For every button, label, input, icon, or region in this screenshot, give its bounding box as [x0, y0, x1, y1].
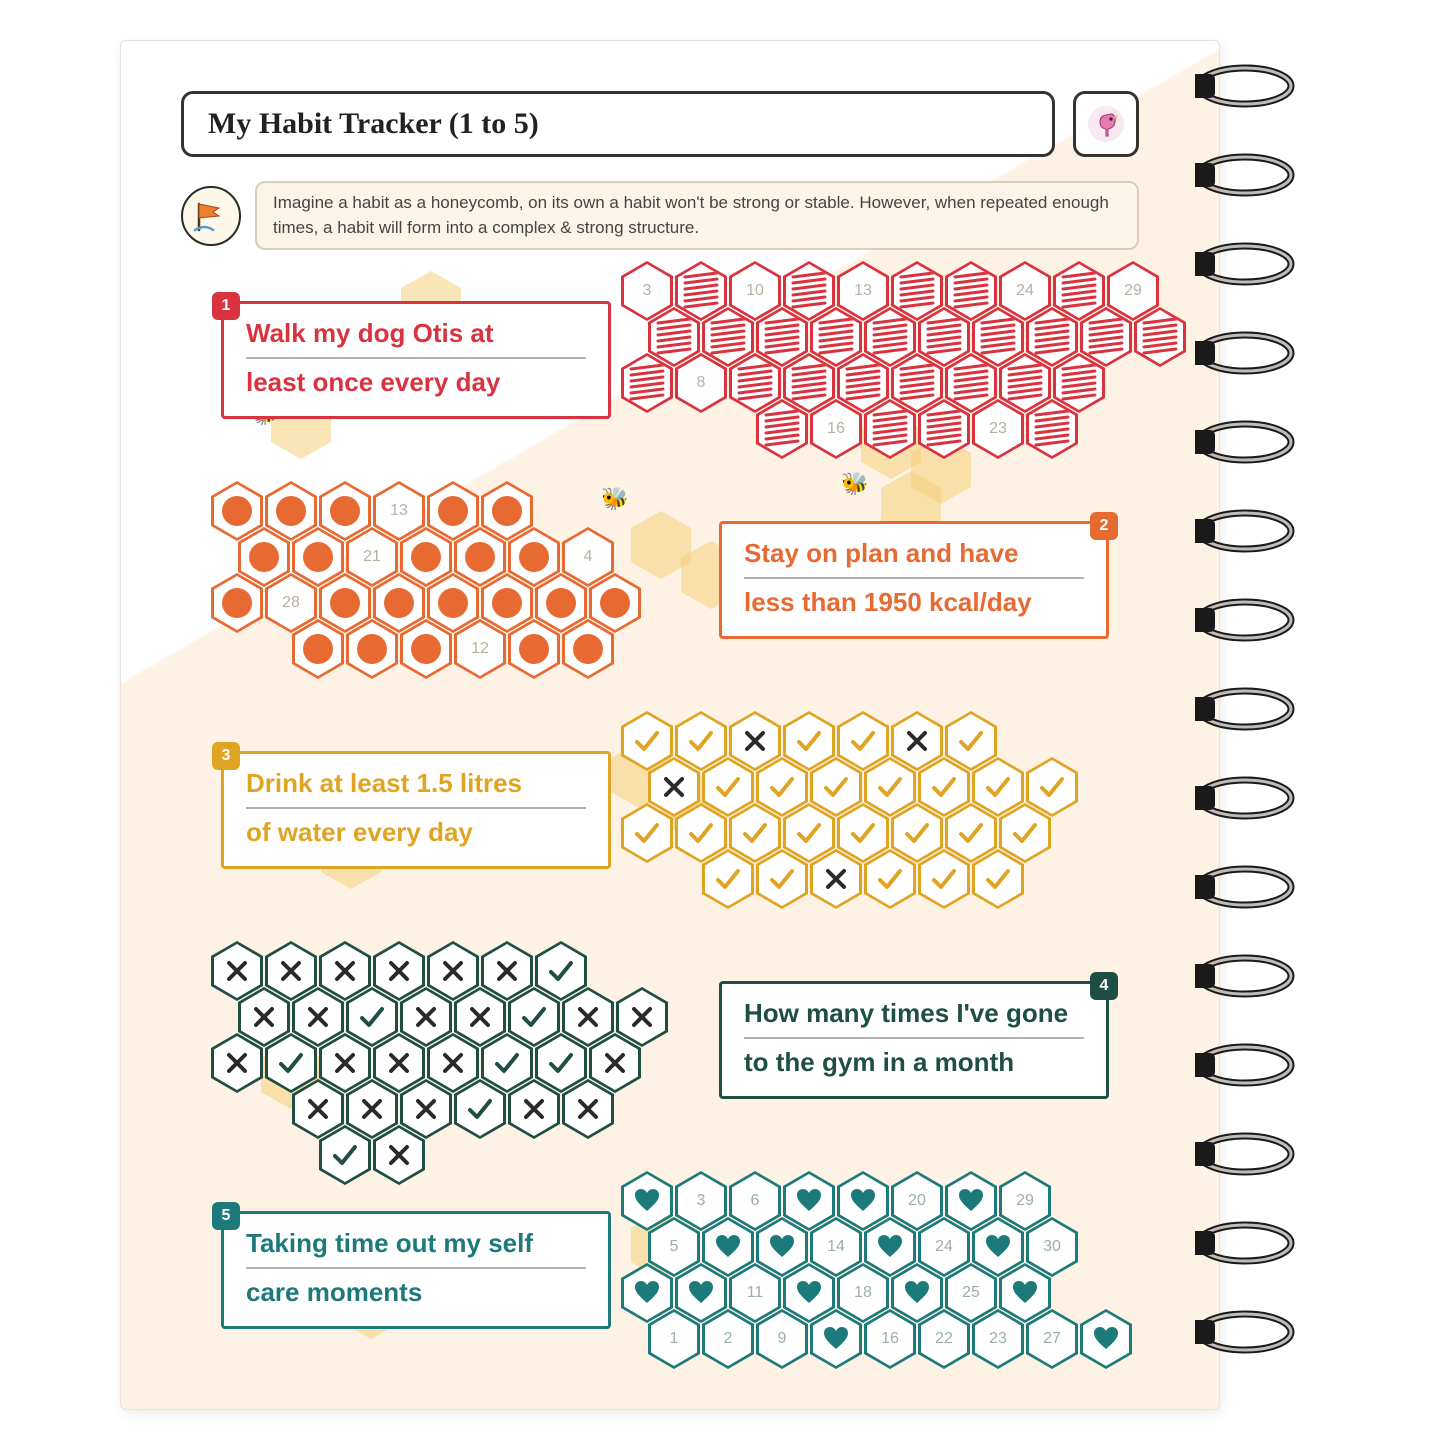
habit-cell: [292, 619, 344, 679]
habit-label-line2: least once every day: [246, 365, 586, 400]
habit-cell: 2: [702, 1309, 754, 1369]
habit-cell: 16: [810, 399, 862, 459]
habit-cell: 27: [1026, 1309, 1078, 1369]
habit-label-line1: Walk my dog Otis at: [246, 316, 586, 351]
flamingo-icon: [1086, 104, 1126, 144]
habit-cell: [756, 849, 808, 909]
habit-3-number-badge: 3: [212, 742, 240, 770]
habit-label-line2: less than 1950 kcal/day: [744, 585, 1084, 620]
habit-5-number-badge: 5: [212, 1202, 240, 1230]
habit-3: Drink at least 1.5 litres of water every …: [181, 721, 1139, 921]
habit-cell: [346, 619, 398, 679]
habit-cell: [373, 1125, 425, 1185]
intro-row: Imagine a habit as a honeycomb, on its o…: [181, 181, 1139, 250]
habit-cell: 23: [972, 1309, 1024, 1369]
corner-badge: [1073, 91, 1139, 157]
habit-cell: [1080, 1309, 1132, 1369]
habit-cell: 8: [675, 353, 727, 413]
notebook-page: My Habit Tracker (1 to 5) Imagine a habi…: [120, 40, 1220, 1410]
habit-4-number-badge: 4: [1090, 972, 1118, 1000]
habit-cell: [508, 1079, 560, 1139]
habit-cell: [562, 1079, 614, 1139]
habit-4-label: How many times I've gone to the gym in a …: [719, 981, 1109, 1099]
habit-label-line1: Stay on plan and have: [744, 536, 1084, 571]
habit-cell: [702, 849, 754, 909]
habit-cell: [400, 619, 452, 679]
habit-cell: [864, 849, 916, 909]
habit-cell: [810, 849, 862, 909]
habit-3-label: Drink at least 1.5 litres of water every …: [221, 751, 611, 869]
habit-4: How many times I've gone to the gym in a …: [181, 951, 1139, 1151]
habit-2-label: Stay on plan and have less than 1950 kcal…: [719, 521, 1109, 639]
intro-text: Imagine a habit as a honeycomb, on its o…: [255, 181, 1139, 250]
habit-cell: [211, 1033, 263, 1093]
habit-cell: 16: [864, 1309, 916, 1369]
habit-cell: 12: [454, 619, 506, 679]
habit-5-label: Taking time out my selfcare moments5: [221, 1211, 611, 1329]
flag-badge: [181, 186, 241, 246]
habit-cell: 22: [918, 1309, 970, 1369]
habit-2: 132142812Stay on plan and haveless than …: [181, 491, 1139, 691]
habit-label-line2: to the gym in a month: [744, 1045, 1084, 1080]
habit-label-line2: of water every day: [246, 815, 586, 850]
habit-cell: [810, 1309, 862, 1369]
habit-5: 362029514243011182512916222327Taking tim…: [181, 1181, 1139, 1381]
habit-1: 3 10 13 24 29 8: [181, 271, 1139, 471]
habit-cell: [918, 849, 970, 909]
habit-cell: [621, 353, 673, 413]
habit-1-number-badge: 1: [212, 292, 240, 320]
habit-label-line1: Taking time out my self: [246, 1226, 586, 1261]
habit-cell: 9: [756, 1309, 808, 1369]
canvas: My Habit Tracker (1 to 5) Imagine a habi…: [0, 0, 1445, 1445]
habit-cell: [1026, 399, 1078, 459]
habit-label-line1: How many times I've gone: [744, 996, 1084, 1031]
habit-cell: [621, 803, 673, 863]
habit-cell: [319, 1125, 371, 1185]
habit-cell: [211, 573, 263, 633]
habit-cell: [756, 399, 808, 459]
habit-cell: [972, 849, 1024, 909]
habit-1-label: Walk my dog Otis atleast once every day1: [221, 301, 611, 419]
habit-cell: [1134, 307, 1186, 367]
page-title: My Habit Tracker (1 to 5): [181, 91, 1055, 157]
flag-icon: [191, 196, 231, 236]
habit-cell: [454, 1079, 506, 1139]
habit-2-number-badge: 2: [1090, 512, 1118, 540]
habit-label-line2: care moments: [246, 1275, 586, 1310]
habit-cell: 1: [648, 1309, 700, 1369]
habit-label-line1: Drink at least 1.5 litres: [246, 766, 586, 801]
habit-cell: [864, 399, 916, 459]
habit-cell: [562, 619, 614, 679]
habit-cell: 23: [972, 399, 1024, 459]
title-row: My Habit Tracker (1 to 5): [181, 91, 1139, 157]
habit-cell: [508, 619, 560, 679]
habit-cell: [918, 399, 970, 459]
